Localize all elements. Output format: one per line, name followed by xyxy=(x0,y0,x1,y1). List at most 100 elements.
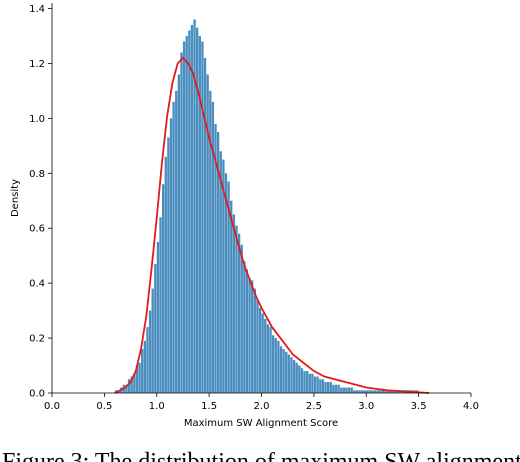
x-tick-label: 0.0 xyxy=(44,401,60,412)
histogram-bar xyxy=(214,123,217,394)
x-tick-label: 1.0 xyxy=(149,401,165,412)
histogram-bar xyxy=(342,387,345,393)
histogram-bar xyxy=(235,225,238,393)
histogram-bars xyxy=(114,19,419,394)
x-axis-ticks: 0.0 0.5 1.0 1.5 2.0 2.5 3.0 3.5 4.0 xyxy=(44,393,479,412)
histogram-bar xyxy=(169,118,173,393)
histogram-bar xyxy=(198,35,201,394)
histogram-bar xyxy=(266,324,270,393)
histogram-bar xyxy=(243,261,246,393)
histogram-bar xyxy=(164,156,167,393)
histogram-bar xyxy=(182,41,186,393)
y-tick-label: 0.8 xyxy=(29,169,45,180)
histogram-bar xyxy=(392,390,395,393)
histogram-bar xyxy=(130,376,133,393)
histogram-bar xyxy=(196,27,199,393)
histogram-bar xyxy=(222,159,225,393)
histogram-bar xyxy=(227,181,230,393)
y-axis-ticks: 0.0 0.2 0.4 0.6 0.8 1.0 1.2 1.4 xyxy=(29,4,52,400)
y-tick-label: 1.2 xyxy=(29,59,45,70)
histogram-bar xyxy=(340,387,343,393)
histogram-bar xyxy=(384,390,387,393)
x-tick-label: 3.0 xyxy=(358,401,374,412)
histogram-bar xyxy=(306,371,309,393)
x-tick-label: 3.5 xyxy=(411,401,427,412)
histogram-bar xyxy=(366,390,369,393)
histogram-bar xyxy=(230,200,233,393)
histogram-bar xyxy=(358,390,361,393)
histogram-bar xyxy=(345,387,348,393)
histogram-bar xyxy=(146,327,149,393)
histogram-bar xyxy=(274,338,277,393)
y-tick-label: 0.4 xyxy=(29,279,45,290)
histogram-bar xyxy=(232,214,236,393)
histogram-bar xyxy=(277,340,280,393)
histogram-bar xyxy=(326,382,330,393)
histogram-bar xyxy=(211,101,215,394)
histogram-bar xyxy=(261,313,264,393)
histogram-bar xyxy=(264,318,267,393)
histogram-bar xyxy=(269,327,272,393)
histogram-bar xyxy=(287,354,291,393)
histogram-bar xyxy=(316,376,319,393)
histogram-bar xyxy=(185,35,188,394)
chart: 0.0 0.5 1.0 1.5 2.0 2.5 3.0 3.5 4.0 0.0 0.2 0.4 0.6… xyxy=(10,3,479,429)
histogram-bar xyxy=(324,382,327,393)
histogram-bar xyxy=(368,390,372,393)
x-tick-label: 2.0 xyxy=(254,401,270,412)
histogram-bar xyxy=(156,241,160,393)
histogram-bar xyxy=(201,41,204,393)
figure-caption: Figure 3: The distribution of maximum SW… xyxy=(2,449,520,462)
histogram-bar xyxy=(256,299,259,393)
histogram-bar xyxy=(245,269,249,393)
histogram-bar xyxy=(329,382,332,393)
histogram-bar xyxy=(389,390,393,393)
y-tick-label: 1.4 xyxy=(29,4,45,15)
histogram-bar xyxy=(209,90,212,393)
y-tick-label: 0.2 xyxy=(29,334,45,345)
histogram-bar xyxy=(279,346,283,393)
histogram-bar xyxy=(308,373,311,393)
x-axis-title: Maximum SW Alignment Score xyxy=(184,418,338,429)
x-tick-label: 4.0 xyxy=(463,401,479,412)
histogram-bar xyxy=(248,277,251,393)
histogram-bar xyxy=(143,340,146,393)
y-tick-label: 0.0 xyxy=(29,389,45,400)
histogram-bar xyxy=(271,335,275,393)
density-curve xyxy=(114,56,430,394)
histogram-bar xyxy=(371,390,374,393)
histogram-bar xyxy=(127,379,131,393)
histogram-bar xyxy=(355,390,359,393)
histogram-bar xyxy=(138,362,141,393)
histogram-bar xyxy=(148,310,152,393)
histogram-bar xyxy=(387,390,390,393)
histogram-bar xyxy=(290,357,293,393)
histogram-bar xyxy=(172,101,175,394)
histogram-bar xyxy=(334,384,338,393)
histogram-bar xyxy=(300,368,304,393)
histogram-bar xyxy=(159,217,162,393)
y-tick-label: 1.0 xyxy=(29,114,45,125)
histogram-bar xyxy=(175,90,178,393)
histogram-bar xyxy=(161,184,165,393)
histogram-bar xyxy=(253,288,256,393)
histogram-bar xyxy=(258,307,262,393)
histogram-bar xyxy=(219,151,222,393)
y-tick-label: 0.6 xyxy=(29,224,45,235)
histogram-bar xyxy=(193,19,196,393)
x-tick-label: 1.5 xyxy=(201,401,217,412)
histogram-bar xyxy=(311,373,314,393)
histogram-bar xyxy=(282,349,285,393)
histogram-bar xyxy=(251,280,254,393)
histogram-bar xyxy=(332,384,335,393)
histogram-bar xyxy=(292,360,296,393)
histogram-bar xyxy=(190,24,194,393)
histogram-bar xyxy=(295,362,298,393)
x-tick-label: 0.5 xyxy=(96,401,112,412)
histogram-bar xyxy=(298,365,301,393)
histogram-bar xyxy=(224,173,228,393)
histogram-bar xyxy=(285,351,288,393)
histogram-bar xyxy=(361,390,364,393)
y-axis-title: Density xyxy=(10,179,21,217)
histogram-bar xyxy=(350,387,353,393)
